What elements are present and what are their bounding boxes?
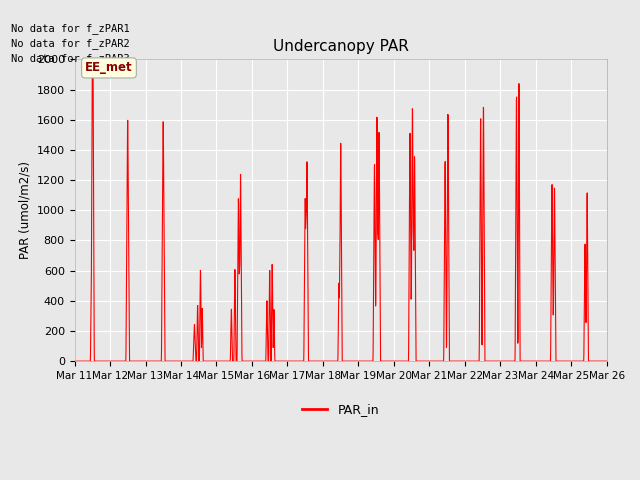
Text: No data for f_zPAR1: No data for f_zPAR1 bbox=[11, 23, 129, 34]
Y-axis label: PAR (umol/m2/s): PAR (umol/m2/s) bbox=[18, 161, 31, 259]
Legend: PAR_in: PAR_in bbox=[298, 398, 384, 421]
Title: Undercanopy PAR: Undercanopy PAR bbox=[273, 39, 409, 54]
Text: No data for f_zPAR2: No data for f_zPAR2 bbox=[11, 38, 129, 49]
Text: No data for f_zPAR3: No data for f_zPAR3 bbox=[11, 53, 129, 64]
Text: EE_met: EE_met bbox=[85, 61, 132, 74]
